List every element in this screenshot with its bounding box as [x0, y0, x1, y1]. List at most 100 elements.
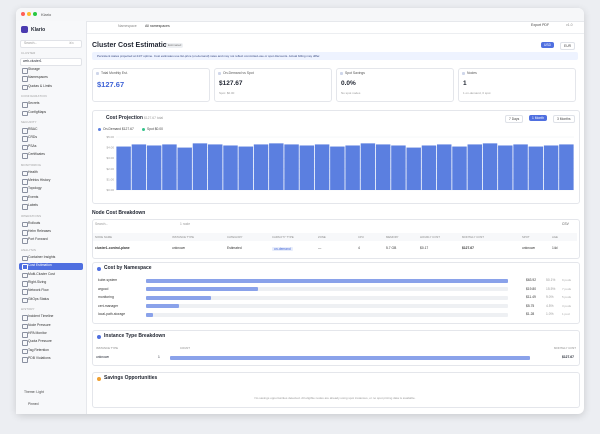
range-button[interactable]: 3 Months [553, 115, 575, 124]
y-tick-label: $0.00 [106, 188, 114, 192]
namespace-name: monitoring [98, 295, 114, 299]
namespace-pct: 4.5% [546, 303, 554, 308]
nav-icon [22, 153, 28, 159]
nav-item[interactable]: Incident Timeline [28, 314, 54, 319]
pinned[interactable]: Pinned [28, 402, 39, 406]
page-title: Cluster Cost Estimation [92, 42, 172, 49]
nav-item[interactable]: GitOps Status [28, 296, 50, 301]
nav-item[interactable]: Metrics History [28, 178, 51, 182]
nav-item[interactable]: HPA Monitor [28, 331, 47, 335]
column-header: NODE NAME [95, 235, 112, 239]
card-note: No spot nodes [341, 91, 361, 95]
table-header-bg [93, 233, 577, 241]
projection-total: $127.67 total [144, 116, 164, 120]
brand-logo [21, 26, 28, 33]
nav-item[interactable]: Rollouts [28, 220, 41, 225]
nav-item[interactable]: Certificates [28, 152, 45, 157]
currency-button[interactable]: EUR [560, 42, 575, 51]
nav-item[interactable]: PSAs [28, 143, 37, 148]
card-label: Total Monthly Est. [101, 71, 128, 75]
bar [146, 145, 162, 190]
bar [238, 146, 253, 190]
nav-icon [22, 195, 28, 202]
bar [437, 144, 452, 190]
namespace-cost: $63.92 [526, 278, 537, 282]
export-button[interactable]: Export PDF [531, 23, 550, 27]
range-button[interactable]: 7 Days [505, 115, 524, 124]
bar [543, 145, 559, 190]
section-title: Cost by Namespace [104, 265, 152, 271]
nav-item[interactable]: Namespaces [28, 75, 48, 80]
namespace-bar [146, 278, 508, 283]
sidebar-search[interactable] [20, 40, 82, 48]
bar [559, 144, 574, 190]
nav-icon [22, 340, 28, 346]
namespace-cost: $11.49 [526, 295, 536, 299]
nav-item[interactable]: Health [28, 169, 38, 174]
instance-cost: $127.67 [562, 355, 574, 359]
nav-item[interactable]: Quotas & Limits [28, 83, 52, 88]
legend-swatch [142, 128, 145, 131]
card-icon [462, 72, 465, 75]
nav-icon [22, 68, 28, 74]
nav-item[interactable]: Multi-Cluster Cost [28, 271, 55, 276]
namespace-pct: 1.0% [546, 312, 554, 316]
nav-item[interactable]: PDB Violations [28, 356, 51, 361]
bar [116, 146, 131, 190]
bar [299, 145, 315, 190]
card-icon [218, 72, 221, 75]
nav-item[interactable]: CRDs [28, 135, 38, 140]
nav-icon [22, 187, 28, 193]
nav-icon [22, 76, 28, 82]
table-cell: unknown [522, 246, 536, 250]
nav-item[interactable]: Quota Pressure [28, 339, 52, 344]
nav-item[interactable]: ConfigMaps [28, 109, 47, 114]
nav-item[interactable]: RBAC [28, 127, 38, 131]
nav-icon [22, 144, 28, 151]
nav-item[interactable]: Secrets [28, 101, 40, 106]
bar [269, 143, 284, 190]
y-tick-label: $1.00 [106, 177, 114, 181]
nav-item[interactable]: Helm Releases [28, 229, 51, 233]
nav-item[interactable]: Right-Sizing [28, 280, 47, 284]
nav-item[interactable]: Storage [28, 67, 40, 71]
bar [162, 144, 177, 190]
table-cell: Estimated [227, 246, 242, 250]
table-cell: unknown [172, 246, 186, 250]
window-control[interactable] [27, 12, 31, 16]
nav-item[interactable]: Events [28, 194, 39, 199]
nav-item[interactable]: Labels [28, 203, 38, 208]
stat-card [92, 68, 210, 102]
nav-icon [22, 255, 28, 262]
window-control[interactable] [33, 12, 37, 16]
bar [177, 147, 192, 190]
nav-item[interactable]: Tag Retention [28, 347, 49, 352]
nav-item[interactable]: Topology [28, 186, 42, 191]
bar [253, 144, 269, 190]
nav-item[interactable]: Cost Estimation [28, 263, 52, 268]
version: v1.0 [566, 23, 573, 27]
currency-button[interactable]: USD [541, 42, 554, 49]
bar [360, 143, 376, 190]
breadcrumb-value[interactable]: All namespaces [145, 24, 170, 28]
csv-button[interactable]: CSV [562, 222, 569, 226]
bar [284, 144, 299, 190]
nav-icon [22, 272, 28, 279]
column-header: CATEGORY [227, 235, 243, 239]
namespace-name: argocd [98, 286, 109, 291]
nav-icon [22, 110, 28, 117]
nav-item[interactable]: Port Forward [28, 237, 48, 242]
nav-item[interactable]: Node Pressure [28, 322, 51, 327]
nav-item[interactable]: Network Flow [28, 288, 49, 293]
nav-item[interactable]: Container Insights [28, 254, 56, 259]
table-cell: — [318, 246, 322, 250]
column-header: HOURLY COST [420, 235, 440, 239]
range-button[interactable]: 1 Month [529, 115, 547, 122]
cluster-selector[interactable] [20, 58, 82, 66]
table-search[interactable]: Search... [95, 222, 109, 226]
nav-icon [22, 357, 28, 363]
y-tick-label: $4.00 [106, 146, 114, 150]
window-control[interactable] [21, 12, 25, 16]
theme-toggle[interactable]: Theme: Light [24, 390, 44, 394]
namespace-extra: 3 pods [562, 303, 572, 308]
